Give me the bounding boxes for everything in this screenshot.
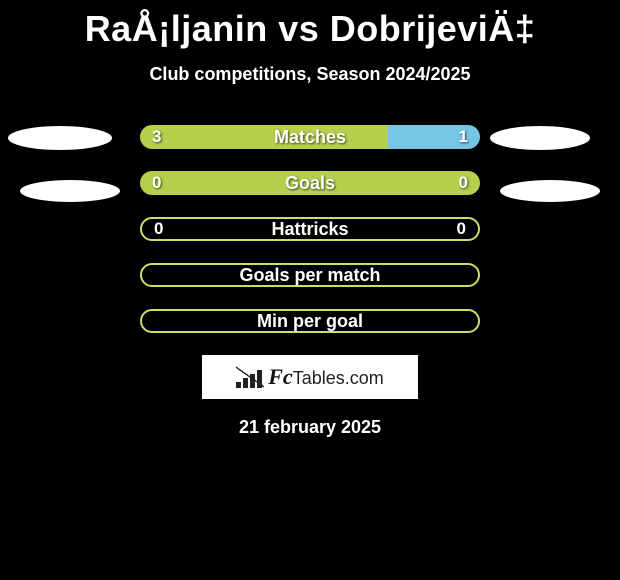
stat-value-player1: 3 <box>152 125 161 149</box>
avatar-player1-small <box>20 180 120 202</box>
stat-value-player2: 1 <box>459 125 468 149</box>
avatar-player2-large <box>490 126 590 150</box>
stat-label: Matches <box>140 125 480 149</box>
stat-label: Hattricks <box>142 219 478 239</box>
fctables-bars-icon <box>236 366 264 388</box>
stat-row: Hattricks0 0 <box>140 217 480 241</box>
stat-label: Goals per match <box>142 265 478 285</box>
stat-row: Goals per match <box>140 263 480 287</box>
avatar-player2-small <box>500 180 600 202</box>
stat-label: Goals <box>140 171 480 195</box>
stat-row: Matches3 1 <box>140 125 480 149</box>
logo-fc: Fc <box>268 364 292 390</box>
stat-value-player2: 0 <box>459 171 468 195</box>
avatar-player1-large <box>8 126 112 150</box>
page-title: RaÅ¡ljanin vs DobrijeviÄ‡ <box>0 0 620 50</box>
stat-value-player1: 0 <box>152 171 161 195</box>
stat-value-player2: 0 <box>457 219 466 239</box>
stat-row: Goals0 0 <box>140 171 480 195</box>
stat-label: Min per goal <box>142 311 478 331</box>
logo-rest: Tables.com <box>293 368 384 389</box>
stat-row: Min per goal <box>140 309 480 333</box>
stat-value-player1: 0 <box>154 219 163 239</box>
fctables-logo: FcTables.com <box>202 355 418 399</box>
stats-container: Matches31Goals00Hattricks00Goals per mat… <box>0 125 620 333</box>
subtitle: Club competitions, Season 2024/2025 <box>0 64 620 85</box>
date-text: 21 february 2025 <box>0 417 620 438</box>
